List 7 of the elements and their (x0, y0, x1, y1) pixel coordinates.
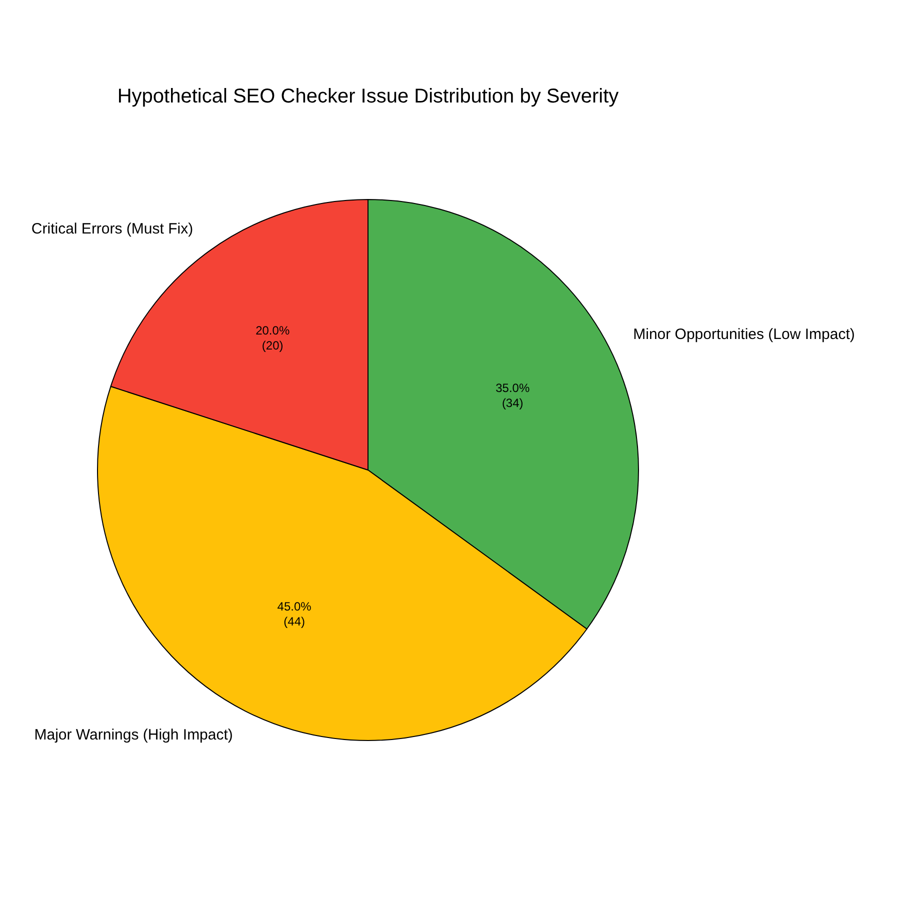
data-label: 35.0% (34) (496, 381, 530, 410)
chart-title: Hypothetical SEO Checker Issue Distribution by Severity (117, 86, 619, 108)
slice-label: Critical Errors (Must Fix) (31, 220, 194, 238)
data-label: 45.0% (44) (277, 599, 312, 628)
data-label: 20.0% (20) (256, 324, 290, 353)
slice-label: Minor Opportunities (Low Impact) (633, 326, 855, 344)
slice-label: Major Warnings (High Impact) (34, 726, 233, 744)
